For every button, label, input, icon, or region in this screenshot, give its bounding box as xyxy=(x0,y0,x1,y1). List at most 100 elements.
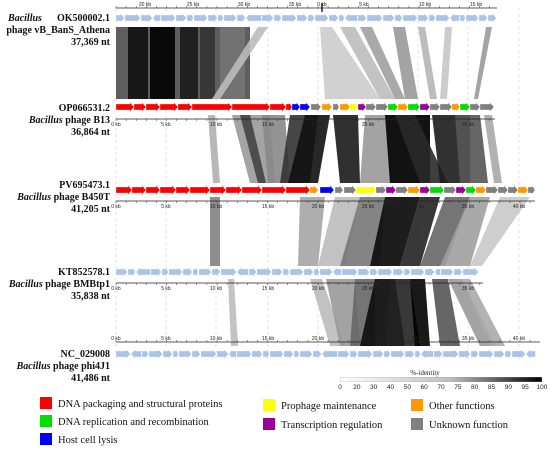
gene-arrow xyxy=(369,267,378,277)
legend-other: Other functions xyxy=(411,399,495,413)
gene-arrow xyxy=(382,13,395,23)
legend-unknown: Unknown function xyxy=(411,418,508,432)
alignment-band xyxy=(360,115,392,183)
ruler-label: 35 kb xyxy=(462,336,474,342)
gene-arrow-unknown xyxy=(334,185,344,195)
gene-arrow-regulation xyxy=(385,185,397,195)
alignment-band xyxy=(395,115,448,183)
alignment-band xyxy=(474,27,492,99)
gene-arrow-unknown xyxy=(332,101,340,113)
identity-scale-title: %-identity xyxy=(410,369,440,377)
ruler-label: 5 kb xyxy=(161,204,171,210)
ruler-label: 10 kb xyxy=(210,122,222,128)
gene-arrow xyxy=(462,267,479,277)
ruler-label: 0 kb xyxy=(111,336,121,342)
ruler-label: 25 kb xyxy=(362,122,374,128)
ruler-label: 10 kb xyxy=(419,2,431,8)
gene-arrow xyxy=(296,13,308,23)
ruler-label: 15 kb xyxy=(262,204,274,210)
gene-arrow-unknown xyxy=(479,102,495,112)
gene-arrow xyxy=(341,267,358,277)
genome-genus: Bacillus xyxy=(16,361,51,372)
identity-tick-label: 80 xyxy=(471,384,479,391)
gene-arrow-unknown xyxy=(507,185,519,195)
gene-arrow xyxy=(414,349,421,359)
identity-tick-label: 50 xyxy=(403,384,411,391)
legend-swatch xyxy=(263,399,275,411)
ruler-label: 15 kb xyxy=(262,122,274,128)
gene-arrow-other xyxy=(475,185,487,195)
ruler-label: 20 kb xyxy=(312,122,324,128)
legend-label: Prophage maintenance xyxy=(281,401,377,412)
alignment-band xyxy=(333,115,360,183)
gene-arrow-other xyxy=(407,185,421,195)
gene-arrow xyxy=(168,267,183,277)
legend-label: Transcription regulation xyxy=(281,420,383,431)
gene-arrow xyxy=(211,267,221,277)
identity-tick-label: 40 xyxy=(386,384,395,391)
gene-arrow-lysis xyxy=(319,185,335,195)
gene-arrow-structural xyxy=(191,102,233,112)
ruler-label: 10 kb xyxy=(210,204,222,210)
genome-phage-name: phage B450T xyxy=(53,192,110,203)
gene-arrow-lysis xyxy=(291,102,301,112)
gene-arrow xyxy=(281,13,297,23)
ruler-label: 35 kb xyxy=(289,2,301,8)
gene-arrow xyxy=(403,266,411,278)
gene-arrow xyxy=(178,349,192,359)
gene-arrow xyxy=(251,349,263,359)
gene-arrow xyxy=(217,13,224,23)
gene-arrow xyxy=(357,349,373,359)
gene-arrow xyxy=(193,13,208,23)
gene-arrow xyxy=(172,349,179,359)
gene-arrow xyxy=(366,13,383,23)
gene-arrow xyxy=(262,348,270,360)
ruler-label: 10 kb xyxy=(210,336,222,342)
ruler-label: 35 kb xyxy=(462,122,474,128)
alignment-band xyxy=(420,197,470,266)
ruler-label: 0 kb xyxy=(111,122,121,128)
alignment-band xyxy=(210,197,220,266)
gene-arrow-structural xyxy=(261,185,287,195)
alignment-band xyxy=(128,27,148,99)
alignment-band xyxy=(228,279,238,346)
alignment-band xyxy=(462,279,505,346)
gene-arrow xyxy=(314,13,329,23)
genome-genus: Bacillus xyxy=(8,279,43,290)
gene-arrow-structural xyxy=(131,185,147,195)
alignment-band xyxy=(393,27,418,99)
identity-tick-label: 95 xyxy=(521,384,529,391)
legend-swatch xyxy=(411,399,423,411)
gene-arrow xyxy=(372,349,384,359)
gene-arrow-structural xyxy=(225,185,243,195)
gene-arrow xyxy=(319,267,333,277)
gene-arrow xyxy=(289,267,304,277)
ruler-label: 20 kb xyxy=(312,204,324,210)
alignment-band xyxy=(240,115,266,183)
gene-arrow xyxy=(200,349,217,359)
gene-arrow-unknown xyxy=(375,185,387,195)
genome-length: 41,205 nt xyxy=(71,204,110,215)
gene-arrow xyxy=(392,267,404,277)
gene-arrow-unknown xyxy=(375,102,389,112)
ruler-label: 25 kb xyxy=(362,286,374,292)
gene-arrow-structural xyxy=(285,101,293,113)
identity-tick-label: 0 xyxy=(338,384,342,391)
gene-arrow-unknown xyxy=(497,185,509,195)
gene-arrow xyxy=(377,267,393,277)
gene-arrow xyxy=(236,349,252,359)
gene-arrow xyxy=(349,349,358,359)
gene-arrow xyxy=(338,13,345,23)
genome-phage-name: phage BMBtp1 xyxy=(45,279,110,290)
alignment-band xyxy=(208,115,220,183)
gene-arrow xyxy=(236,13,246,23)
legend-regulation: Transcription regulation xyxy=(263,418,382,432)
gene-arrow-maintenance xyxy=(355,185,377,195)
gene-arrow xyxy=(271,267,283,277)
gene-arrow-unknown xyxy=(439,102,453,112)
gene-arrow xyxy=(216,349,229,359)
gene-arrow xyxy=(141,348,149,360)
gene-arrow xyxy=(282,266,290,278)
legend-swatch xyxy=(263,418,275,430)
alignment-band xyxy=(150,27,175,99)
